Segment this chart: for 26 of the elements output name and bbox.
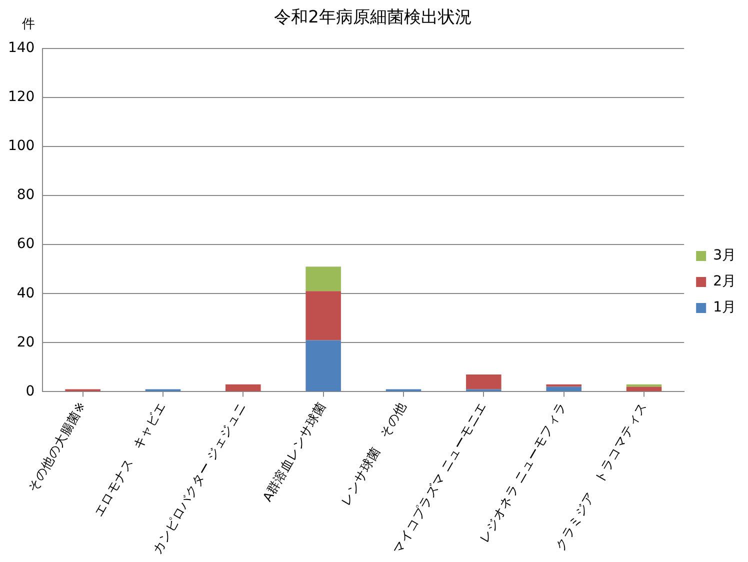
bar xyxy=(306,291,341,340)
bar xyxy=(546,384,582,387)
bar xyxy=(546,386,582,392)
legend-label: 2月 xyxy=(713,274,736,290)
y-axis-title: 件 xyxy=(22,16,36,32)
y-tick-label: 80 xyxy=(16,187,35,204)
x-tick-label: エロモナス キャビエ xyxy=(90,399,168,520)
x-tick-label: その他の大腸菌※ xyxy=(24,399,88,494)
y-tick-label: 140 xyxy=(8,40,35,56)
bar xyxy=(626,386,662,392)
bar xyxy=(466,374,502,390)
bar xyxy=(306,266,341,292)
chart-title: 令和2年病原細菌検出状況 xyxy=(274,8,472,28)
x-tick-label: レンサ球菌 その他 xyxy=(337,399,409,508)
legend-label: 1月 xyxy=(713,300,736,316)
y-tick-label: 40 xyxy=(16,285,35,302)
y-tick-label: 60 xyxy=(16,236,35,252)
legend-label: 3月 xyxy=(713,248,736,264)
y-tick-label: 20 xyxy=(16,334,35,350)
bar xyxy=(306,340,341,392)
bar xyxy=(226,384,261,392)
y-tick-label: 100 xyxy=(8,138,35,154)
x-tick-label: A群溶血レンサ球菌 xyxy=(259,399,329,504)
bar xyxy=(626,384,662,387)
y-tick-label: 120 xyxy=(8,89,35,106)
y-tick-label: 0 xyxy=(26,383,35,400)
